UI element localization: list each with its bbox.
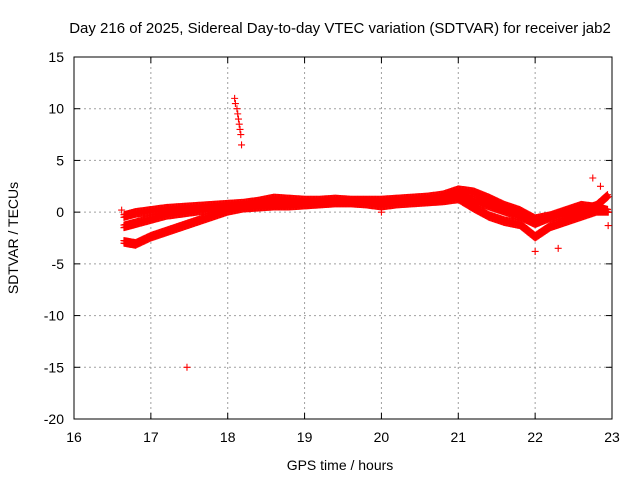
y-tick-label: -10 — [44, 308, 64, 324]
y-tick-label: -5 — [52, 256, 65, 272]
data-point — [604, 193, 612, 201]
data-point — [238, 141, 246, 149]
data-point — [231, 94, 239, 102]
x-tick-label: 23 — [604, 429, 620, 445]
y-axis-label: SDTVAR / TECUs — [5, 182, 21, 294]
x-tick-label: 20 — [374, 429, 390, 445]
data-point — [234, 110, 242, 118]
x-tick-label: 19 — [297, 429, 313, 445]
data-point — [589, 174, 597, 182]
data-point — [554, 244, 562, 252]
data-point — [234, 115, 242, 123]
data-point — [236, 125, 244, 133]
x-tick-label: 16 — [66, 429, 82, 445]
y-tick-label: 15 — [48, 49, 64, 65]
data-point — [604, 222, 612, 230]
data-point — [235, 120, 243, 128]
x-tick-label: 17 — [143, 429, 159, 445]
data-point — [604, 208, 612, 216]
y-tick-label: -15 — [44, 359, 64, 375]
data-point — [377, 208, 385, 216]
chart-title: Day 216 of 2025, Sidereal Day-to-day VTE… — [69, 20, 611, 37]
data-point — [118, 206, 126, 214]
x-axis-label: GPS time / hours — [287, 457, 394, 473]
x-tick-label: 22 — [527, 429, 543, 445]
data-point — [183, 363, 191, 371]
plot-frame — [73, 56, 613, 420]
y-tick-label: -20 — [44, 411, 64, 427]
y-tick-label: 10 — [48, 101, 64, 117]
data-point — [237, 131, 245, 139]
data-point — [233, 105, 241, 113]
data-point — [596, 182, 604, 190]
x-tick-label: 21 — [450, 429, 466, 445]
y-tick-label: 5 — [56, 152, 64, 168]
data-point — [531, 247, 539, 255]
x-tick-label: 18 — [220, 429, 236, 445]
axis-ticks: 16 17 18 19 20 21 22 23 15 10 5 0 -5 -10 -15 -20 — [44, 49, 620, 445]
data-point — [231, 100, 239, 108]
y-tick-label: 0 — [56, 204, 64, 220]
data-points — [118, 94, 612, 371]
